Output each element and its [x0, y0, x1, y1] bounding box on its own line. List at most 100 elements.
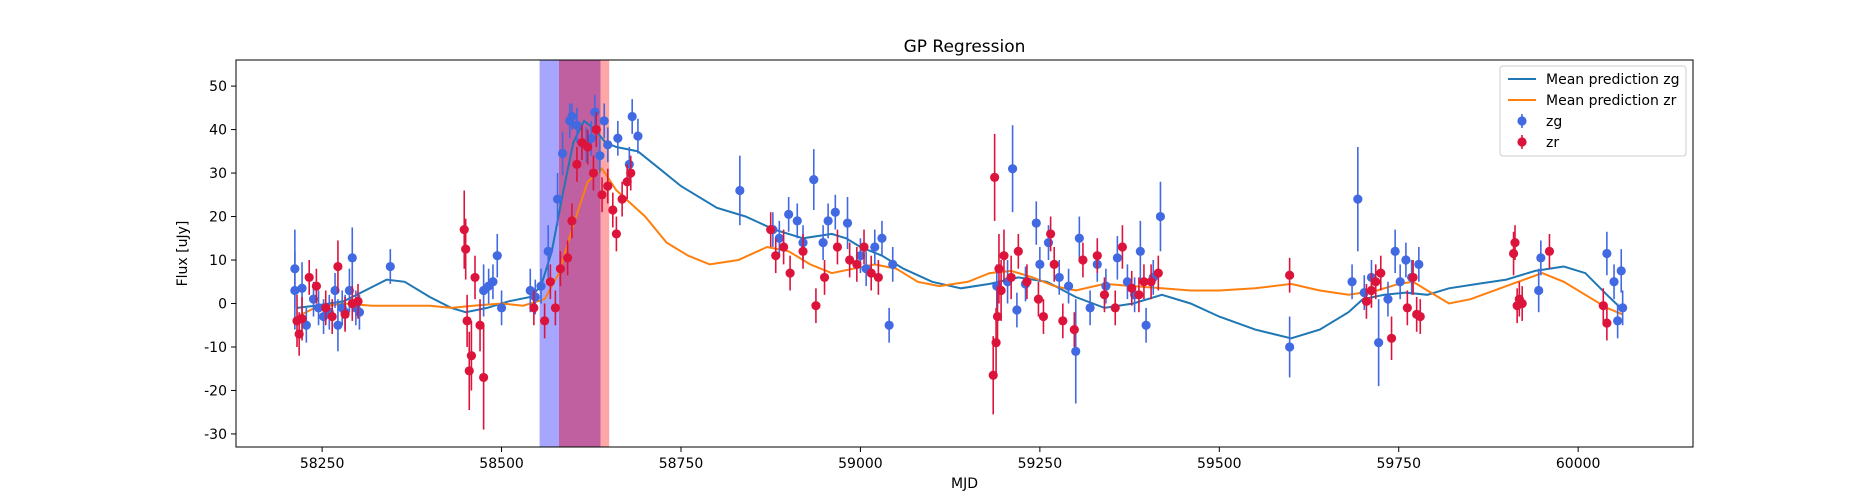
data-point	[1374, 338, 1384, 348]
data-point	[1071, 346, 1081, 356]
data-point	[774, 233, 784, 243]
data-point	[1508, 248, 1519, 259]
data-point	[459, 224, 469, 235]
data-point	[819, 272, 830, 283]
data-point	[1544, 246, 1555, 256]
data-point	[470, 272, 480, 283]
data-point	[994, 264, 1004, 274]
data-point	[333, 261, 343, 272]
data-point	[1122, 277, 1133, 287]
data-point	[884, 320, 894, 330]
data-point	[1135, 246, 1145, 256]
data-point	[735, 185, 745, 196]
data-point	[1058, 316, 1068, 326]
data-point	[311, 281, 321, 291]
data-point	[462, 316, 472, 326]
data-point	[842, 218, 853, 228]
data-point	[809, 174, 819, 185]
y-tick-label: 30	[209, 166, 227, 182]
data-point	[990, 172, 1000, 183]
data-point	[1031, 218, 1041, 228]
data-point	[496, 303, 507, 313]
data-point	[1085, 303, 1095, 313]
data-point	[798, 246, 808, 256]
data-point	[1366, 285, 1377, 296]
legend-marker	[1517, 116, 1527, 126]
data-point	[1602, 318, 1612, 328]
data-point	[304, 272, 314, 283]
x-tick-label: 58500	[479, 456, 524, 472]
data-point	[488, 277, 498, 287]
data-point	[321, 303, 331, 313]
data-point	[888, 259, 898, 269]
data-point	[1609, 277, 1619, 287]
data-point	[479, 372, 489, 383]
series-zr	[292, 112, 1612, 430]
x-tick-label: 58750	[659, 456, 704, 472]
data-point	[1408, 272, 1418, 283]
legend-entry-mean-zg: Mean prediction zg	[1546, 72, 1680, 88]
data-point	[845, 255, 855, 265]
data-point	[1139, 277, 1149, 287]
shaded-regions	[539, 60, 610, 447]
data-point	[603, 181, 613, 191]
data-point	[572, 159, 582, 169]
data-point	[347, 253, 357, 263]
data-point	[999, 251, 1009, 261]
data-point	[1618, 303, 1628, 313]
data-point	[830, 207, 840, 217]
data-point	[353, 296, 363, 306]
x-tick-label: 59500	[1197, 456, 1242, 472]
data-point	[1006, 272, 1016, 283]
data-point	[617, 194, 627, 204]
data-point	[1012, 305, 1022, 315]
data-point	[859, 242, 869, 252]
data-point	[1536, 253, 1546, 263]
data-point	[1022, 277, 1032, 287]
data-point	[611, 229, 621, 239]
data-point	[1069, 324, 1079, 335]
data-point	[595, 151, 605, 161]
data-point	[603, 140, 613, 150]
data-point	[1112, 253, 1122, 263]
data-point	[327, 311, 337, 322]
legend-entry-zr: zr	[1546, 135, 1559, 151]
x-axis-title: MJD	[951, 476, 978, 492]
data-point	[597, 190, 607, 200]
data-point	[475, 320, 485, 330]
data-point	[1141, 320, 1151, 330]
data-point	[543, 246, 553, 256]
data-point	[529, 303, 539, 313]
data-point	[818, 238, 828, 248]
data-point	[1110, 303, 1120, 313]
data-point	[1134, 290, 1144, 300]
data-point	[870, 242, 880, 252]
data-point	[1155, 211, 1166, 222]
series-zg	[290, 94, 1628, 404]
data-point	[313, 303, 324, 313]
data-point	[1347, 277, 1357, 287]
data-point	[525, 285, 535, 296]
y-tick-label: 50	[209, 79, 227, 95]
data-point	[1285, 342, 1295, 352]
data-point	[1383, 294, 1393, 304]
y-tick-label: 10	[209, 253, 227, 269]
data-point	[866, 268, 876, 278]
legend-marker	[1517, 137, 1527, 147]
data-point	[562, 253, 573, 263]
data-point	[1598, 301, 1608, 311]
data-point	[590, 107, 600, 117]
data-point	[567, 111, 577, 122]
data-point	[1414, 259, 1424, 269]
data-point	[1099, 290, 1110, 300]
data-point	[1078, 255, 1088, 265]
data-point	[1401, 255, 1411, 265]
data-point	[1517, 298, 1527, 309]
data-point	[1415, 311, 1425, 322]
data-point	[852, 259, 862, 269]
data-point	[1386, 333, 1397, 343]
data-point	[1376, 268, 1386, 278]
data-point	[599, 116, 609, 126]
chart-title: GP Regression	[904, 37, 1026, 57]
